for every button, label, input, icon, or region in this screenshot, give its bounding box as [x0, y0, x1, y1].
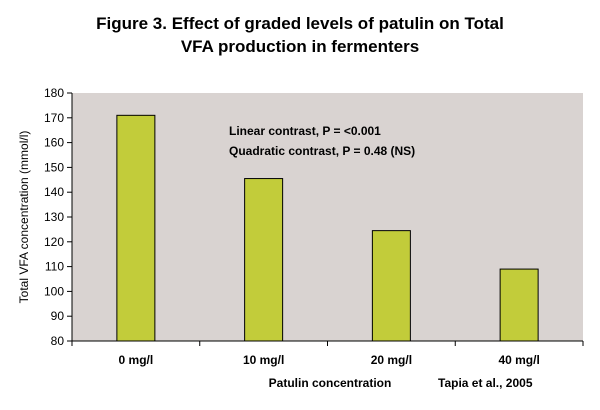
y-tick-label: 180: [44, 86, 64, 100]
bar-0-mg-l: [116, 114, 156, 342]
plot-area: [72, 93, 583, 341]
annotation-quadratic-contrast: Quadratic contrast, P = 0.48 (NS): [229, 144, 415, 158]
x-axis-label: Patulin concentration: [269, 376, 392, 390]
y-tick-label: 130: [44, 210, 64, 224]
y-tick-label: 80: [51, 334, 65, 348]
bar-20-mg-l: [371, 230, 411, 342]
y-tick-label: 160: [44, 136, 64, 150]
y-tick-label: 150: [44, 160, 64, 174]
y-axis-label: Total VFA concentration (mmol/l): [17, 131, 31, 304]
y-tick-label: 120: [44, 235, 64, 249]
y-tick-label: 100: [44, 284, 64, 298]
y-tick-label: 110: [45, 260, 64, 274]
x-tick-label: 40 mg/l: [498, 353, 539, 367]
source-citation: Tapia et al., 2005: [438, 376, 533, 390]
annotation-linear-contrast: Linear contrast, P = <0.001: [229, 124, 381, 138]
x-tick-label: 10 mg/l: [243, 353, 284, 367]
bar-40-mg-l: [499, 268, 539, 342]
y-tick-label: 90: [51, 309, 65, 323]
x-tick-label: 20 mg/l: [371, 353, 412, 367]
bar-10-mg-l: [244, 178, 284, 342]
x-tick-label: 0 mg/l: [119, 353, 154, 367]
chart-title-line-2: VFA production in fermenters: [180, 37, 420, 56]
y-tick-label: 170: [44, 111, 64, 125]
chart-title-line-1: Figure 3. Effect of graded levels of pat…: [96, 14, 504, 33]
y-tick-label: 140: [44, 185, 64, 199]
